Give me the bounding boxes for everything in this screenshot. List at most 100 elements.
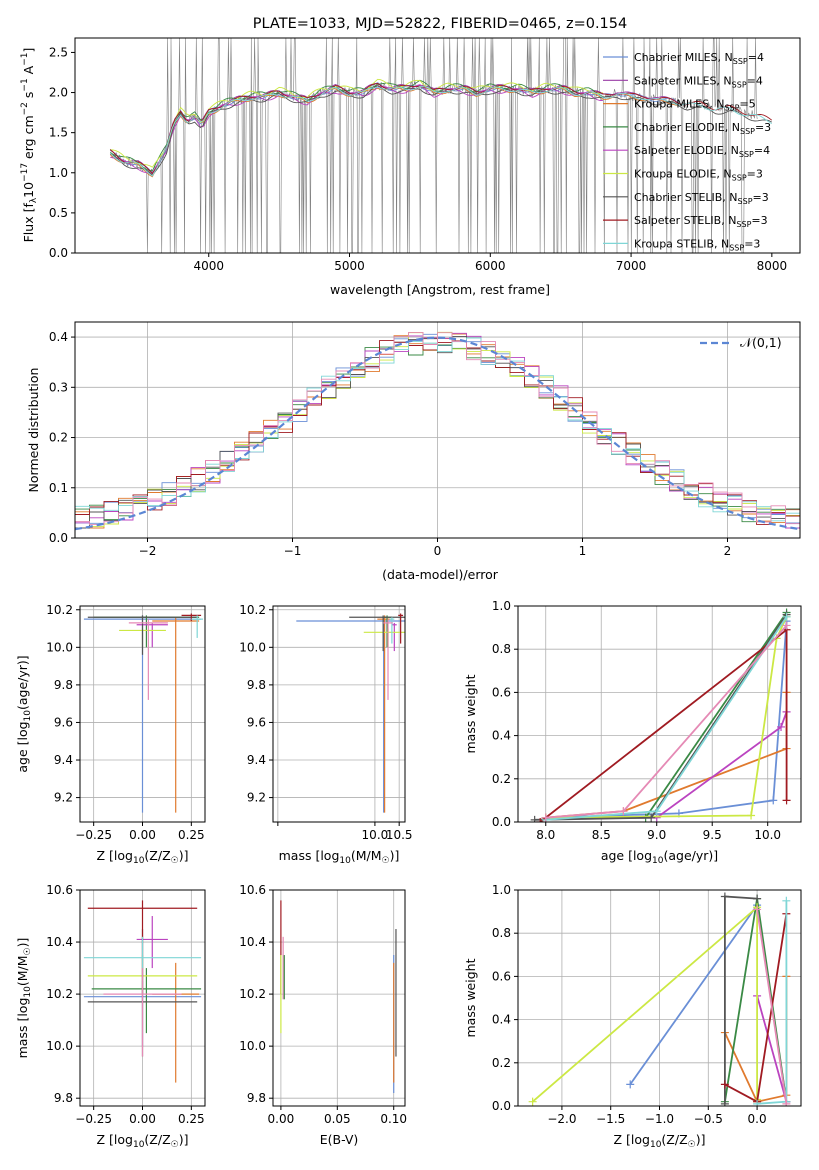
weight-marker (782, 896, 791, 905)
x-tick-label: 4000 (193, 259, 224, 273)
weight-line (724, 913, 788, 1104)
plot-area (530, 608, 791, 822)
data-point (349, 615, 405, 652)
x-tick-label: −1.0 (645, 1112, 674, 1126)
y-tick-label: 9.8 (247, 1091, 266, 1105)
normal-curve (75, 336, 800, 531)
data-point (152, 962, 200, 1083)
weight-series (753, 905, 791, 1106)
weight-line (545, 711, 788, 819)
x-axis-label: Z [log10(Z/Z☉)] (614, 1132, 706, 1150)
y-tick-label: 9.4 (247, 753, 266, 767)
data-point (152, 617, 200, 813)
data-point (377, 615, 392, 813)
x-tick-label: 5000 (334, 259, 365, 273)
x-tick-label: −0.5 (694, 1112, 723, 1126)
x-tick-label: 0.0 (748, 1112, 767, 1126)
y-tick-label: 0.2 (49, 431, 68, 445)
y-tick-label: 1.0 (492, 883, 511, 897)
plot-area (280, 900, 397, 1093)
panel-age-vs-z: −0.25 0.00 0.25 9.2 9.4 9.6 9.8 10.0 10.2 Z [log1… (15, 603, 206, 866)
y-tick-label: 10.0 (46, 640, 73, 654)
y-tick-label: 10.2 (46, 987, 73, 1001)
y-axis-label: mass weight (463, 674, 478, 753)
weight-series (720, 892, 762, 1106)
y-tick-label: 9.6 (247, 715, 266, 729)
x-tick-label: −1.5 (596, 1112, 625, 1126)
y-tick-label: 9.6 (54, 715, 73, 729)
weight-marker (769, 796, 778, 805)
weight-marker (720, 1080, 729, 1089)
plot-area (75, 331, 800, 531)
y-tick-label: 0.2 (492, 772, 511, 786)
data-point (383, 619, 393, 700)
x-axis-label: age [log10(age/yr)] (601, 848, 718, 866)
y-tick-label: 1.0 (492, 599, 511, 613)
y-tick-label: 10.2 (239, 603, 266, 617)
x-tick-label: 8.0 (536, 828, 555, 842)
axes-frame (517, 889, 802, 1107)
weight-line (532, 905, 758, 1103)
weight-line (545, 611, 788, 819)
weight-line (545, 692, 788, 819)
plot-area (109, 38, 773, 253)
data-point (136, 622, 168, 648)
weight-marker (530, 815, 539, 822)
y-tick-label: 9.4 (54, 753, 73, 767)
y-tick-label: 0.1 (49, 481, 68, 495)
x-tick-label: 0.00 (129, 1112, 156, 1126)
y-tick-label: 0.4 (492, 1013, 511, 1027)
data-point (191, 615, 204, 638)
panel-weight-vs-z: −2.0 −1.5 −1.0 −0.5 0.0 0.0 0.2 0.4 0.6 0.8 1.0 Z [… (463, 883, 802, 1150)
y-tick-label: 0.6 (492, 969, 511, 983)
data-point (91, 968, 202, 1034)
plot-area (83, 900, 202, 1083)
data-point (391, 622, 397, 652)
x-tick-label: −0.25 (75, 1112, 112, 1126)
panel-mass-vs-ebv: 0.00 0.05 0.10 9.8 10.0 10.2 10.4 10.6 E(B-V) (239, 883, 407, 1147)
x-tick-label: 0.25 (178, 828, 205, 842)
weight-line (545, 621, 788, 819)
histogram-step (75, 331, 800, 526)
data-point (87, 615, 198, 655)
x-tick-label: −2 (139, 544, 157, 558)
weight-marker (777, 722, 786, 731)
weight-marker (626, 1080, 635, 1089)
x-axis-label: wavelength [Angstrom, rest frame] (330, 282, 550, 297)
weight-marker (647, 813, 656, 822)
y-tick-label: 0.0 (49, 246, 68, 260)
weight-series (528, 903, 762, 1106)
x-tick-label: 2 (724, 544, 732, 558)
x-tick-label: 6000 (475, 259, 506, 273)
x-tick-label: 10.5 (386, 828, 413, 842)
y-tick-label: 10.0 (239, 1039, 266, 1053)
legend-entry: Salpeter MILES, NSSP=4 (634, 74, 763, 89)
y-tick-label: 0.6 (492, 685, 511, 699)
data-point (136, 916, 168, 969)
x-tick-label: −2.0 (547, 1112, 576, 1126)
y-tick-label: 2.5 (49, 45, 68, 59)
y-tick-label: 10.6 (239, 883, 266, 897)
x-tick-label: −0.25 (75, 828, 112, 842)
model-line (110, 85, 773, 176)
weight-marker (720, 1099, 729, 1106)
x-tick-label: 0.10 (380, 1112, 407, 1126)
legend-entry: Kroupa MILES, NSSP=5 (634, 98, 756, 113)
weight-marker (782, 621, 791, 630)
x-tick-label: 0.00 (129, 828, 156, 842)
histogram-step (75, 337, 800, 522)
weight-series (536, 625, 791, 822)
weight-marker (782, 612, 791, 621)
panel-residuals: −2 −1 0 1 2 0.0 0.1 0.2 0.3 0.4 (data-model)/error… (26, 321, 801, 582)
x-tick-label: 10.0 (362, 828, 389, 842)
x-axis-label: Z [log10(Z/Z☉)] (97, 848, 189, 866)
weight-line (756, 995, 788, 1102)
weight-marker (536, 818, 545, 822)
x-tick-label: 10.0 (754, 828, 781, 842)
weight-marker (782, 796, 791, 805)
axes-frame (79, 605, 206, 823)
data-point (181, 613, 202, 622)
axes-frame (79, 889, 206, 1107)
y-tick-label: 0.4 (49, 330, 68, 344)
